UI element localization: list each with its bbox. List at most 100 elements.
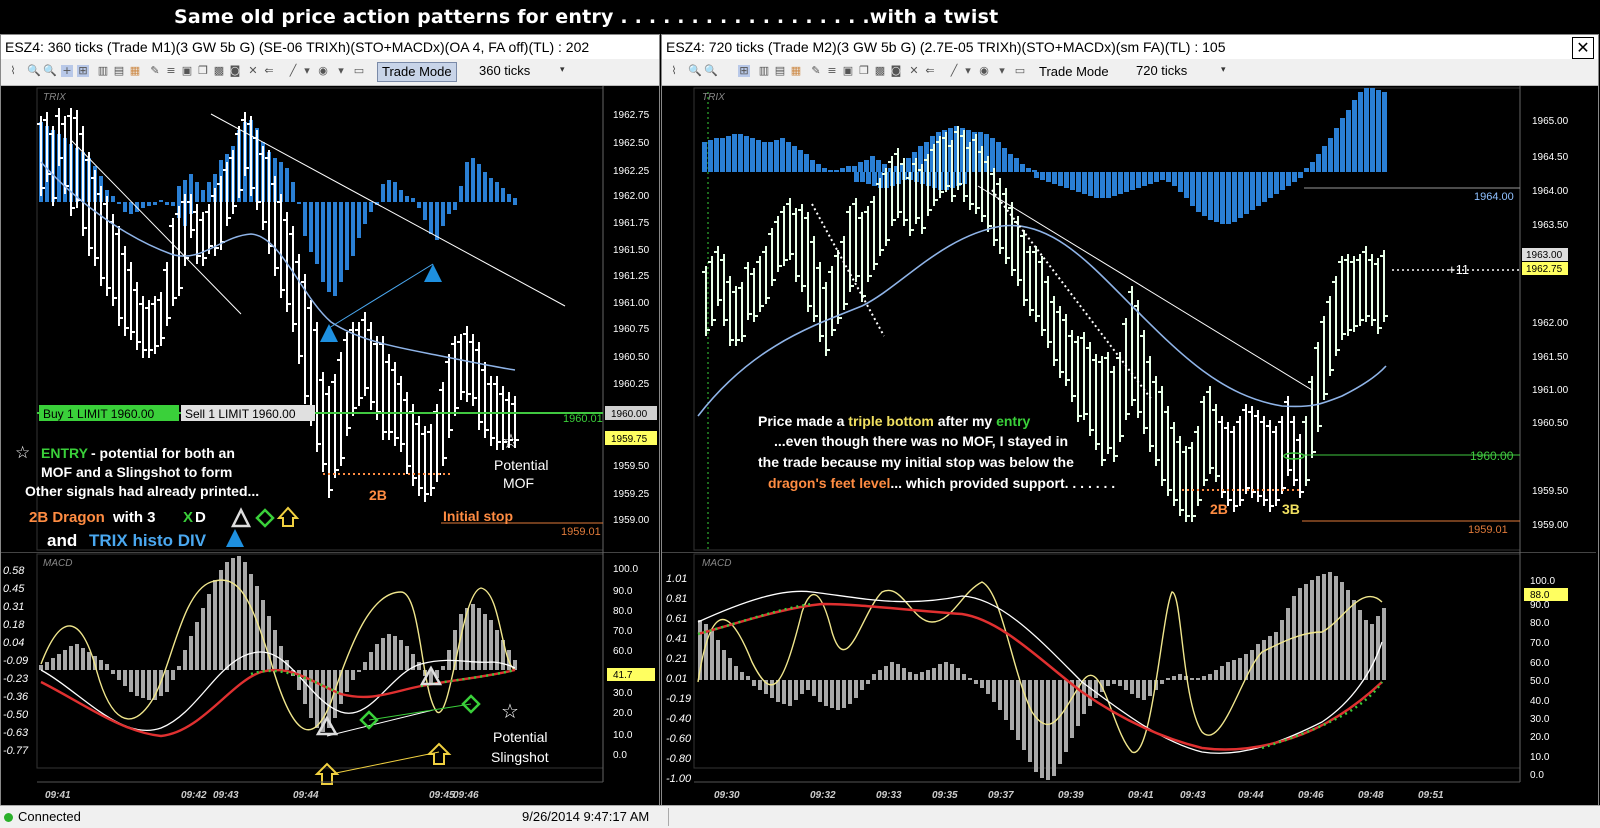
macd-hist-bar [1316, 576, 1320, 680]
dropdown-icon[interactable]: ▾ [304, 64, 310, 77]
trix-hist-bar-pos [1322, 146, 1327, 172]
copy-icon[interactable]: ❐ [198, 64, 208, 77]
color-icon[interactable]: ▦ [790, 64, 802, 77]
line-icon[interactable]: ╱ [289, 64, 297, 77]
macd-hist-bar [1280, 620, 1284, 680]
trix-hist-bar-pos [495, 182, 499, 202]
close-drawing-icon[interactable]: ✕ [909, 64, 919, 77]
snap-icon[interactable]: ⊞ [738, 64, 750, 77]
copy-icon[interactable]: ❐ [859, 64, 869, 77]
list-icon[interactable]: ≡ [827, 64, 837, 77]
color-icon[interactable]: ▦ [129, 64, 141, 77]
trix-hist-bar-neg [1286, 172, 1291, 186]
left-macd-chart[interactable]: MACD 0.58 0.45 0.31 0.18 0.04 -0.09 -0.23 -0.36 -… [1, 552, 659, 804]
macd-tag-bg [607, 668, 655, 681]
rect-icon[interactable]: ▭ [353, 64, 365, 77]
trix-hist-bar [942, 130, 947, 172]
bars-icon[interactable]: ▥ [758, 64, 770, 77]
rect-icon[interactable]: ▭ [1014, 64, 1026, 77]
indicators-icon[interactable]: ▤ [774, 64, 786, 77]
price-axis-label: 1965.00 [1532, 116, 1569, 127]
entry-label: ENTRY [41, 445, 89, 461]
stoch-axis-label: 50.0 [1530, 676, 1550, 687]
snap-icon[interactable]: ⊞ [77, 64, 89, 77]
dropdown2-icon[interactable]: ▾ [999, 64, 1005, 77]
macd-hist-bar [81, 648, 85, 670]
trade-mode-button[interactable]: Trade Mode [1034, 62, 1114, 82]
trix-hist-bar [984, 134, 989, 172]
list-icon[interactable]: ≡ [166, 64, 176, 77]
macd-hist-bar [812, 680, 816, 696]
trix-hist-bar-neg [1052, 172, 1057, 184]
time-axis-label: 09:44 [293, 790, 319, 801]
zoom-in-icon[interactable]: 🔍 [688, 64, 702, 77]
ticks-selector[interactable]: 720 ticks [1136, 63, 1188, 78]
trix-hist-bar [876, 160, 881, 172]
sell-order-label: Sell 1 LIMIT 1960.00 [185, 407, 296, 421]
ticks-selector[interactable]: 360 ticks [479, 63, 531, 78]
zoom-in-icon[interactable]: 🔍 [27, 64, 41, 77]
image-icon[interactable]: ▩ [874, 64, 886, 77]
price-axis-label: 1964.00 [1532, 186, 1569, 197]
back-icon[interactable]: ⇐ [264, 64, 274, 77]
camera-icon[interactable]: ◙ [229, 64, 241, 77]
macd-hist-bar [788, 680, 792, 706]
eye-icon[interactable]: ◉ [318, 64, 328, 77]
trix-hist-bar [369, 202, 373, 212]
time-axis-label: 09:48 [1358, 790, 1384, 801]
trade-mode-button[interactable]: Trade Mode [377, 62, 457, 82]
divergence-line [368, 703, 472, 721]
cursor-icon[interactable]: ⌇ [671, 64, 677, 77]
macd-hist-bar [1148, 680, 1152, 696]
zoom-out-icon[interactable]: 🔍 [704, 64, 718, 77]
macd-hist-bar [381, 638, 385, 670]
macd-axis-label: 0.61 [666, 613, 687, 625]
macd-hist-bar [1238, 658, 1242, 680]
trix-hist-bar [702, 142, 707, 172]
eye-icon[interactable]: ◉ [979, 64, 989, 77]
draw-icon[interactable]: ✎ [811, 64, 821, 77]
dropdown2-icon[interactable]: ▾ [338, 64, 344, 77]
right-macd-chart[interactable]: MACD 1.01 0.81 0.61 0.41 0.21 0.01 -0.19 -0.40 -0… [662, 552, 1596, 804]
bars-icon[interactable]: ▥ [97, 64, 109, 77]
signal-line-dots [420, 668, 516, 688]
entry-text: - potential for both an [91, 445, 235, 461]
macd-hist-bar [105, 664, 109, 670]
print-icon[interactable]: ▣ [842, 64, 854, 77]
macd-hist-bar [429, 670, 433, 684]
macd-line [40, 651, 516, 731]
close-icon[interactable]: ✕ [1572, 37, 1594, 59]
trix-hist-bar-neg [1208, 172, 1213, 220]
close-drawing-icon[interactable]: ✕ [248, 64, 258, 77]
image-icon[interactable]: ▩ [213, 64, 225, 77]
crosshair-icon[interactable]: + [61, 64, 73, 77]
macd-hist-bar [471, 604, 475, 670]
ticks-dropdown-icon[interactable]: ▾ [1221, 65, 1226, 75]
dropdown-icon[interactable]: ▾ [965, 64, 971, 77]
stoch-axis-label: 20.0 [1530, 732, 1550, 743]
trix-hist-bar-neg [1124, 172, 1129, 192]
macd-axis-label: 0.58 [3, 565, 25, 577]
trix-hist-bar [720, 138, 725, 172]
macd-hist-bar [405, 646, 409, 670]
cursor-icon[interactable]: ⌇ [10, 64, 16, 77]
tag-stop: 1959.01 [1468, 524, 1508, 536]
ticks-dropdown-icon[interactable]: ▾ [560, 65, 565, 75]
indicators-icon[interactable]: ▤ [113, 64, 125, 77]
macd-axis-label: -0.19 [666, 693, 691, 705]
macd-hist-bar [842, 680, 846, 708]
camera-icon[interactable]: ◙ [890, 64, 902, 77]
line-icon[interactable]: ╱ [950, 64, 958, 77]
trix-hist-bar [291, 182, 295, 202]
trix-hist-bar [780, 138, 785, 172]
draw-icon[interactable]: ✎ [150, 64, 160, 77]
trix-hist-bar [357, 202, 361, 238]
left-price-chart[interactable]: TRIX 1962.75 1962.50 1962.25 1962.00 1961.75 1… [1, 86, 659, 552]
macd-hist-bar [453, 630, 457, 670]
print-icon[interactable]: ▣ [181, 64, 193, 77]
zoom-out-icon[interactable]: 🔍 [43, 64, 57, 77]
trix-hist-bar [816, 164, 821, 172]
back-icon[interactable]: ⇐ [925, 64, 935, 77]
macd-tag: 41.7 [613, 670, 633, 681]
right-price-chart[interactable]: TRIX 1965.00 1964.50 1964.00 1963.50 1962.00 1… [662, 86, 1596, 552]
